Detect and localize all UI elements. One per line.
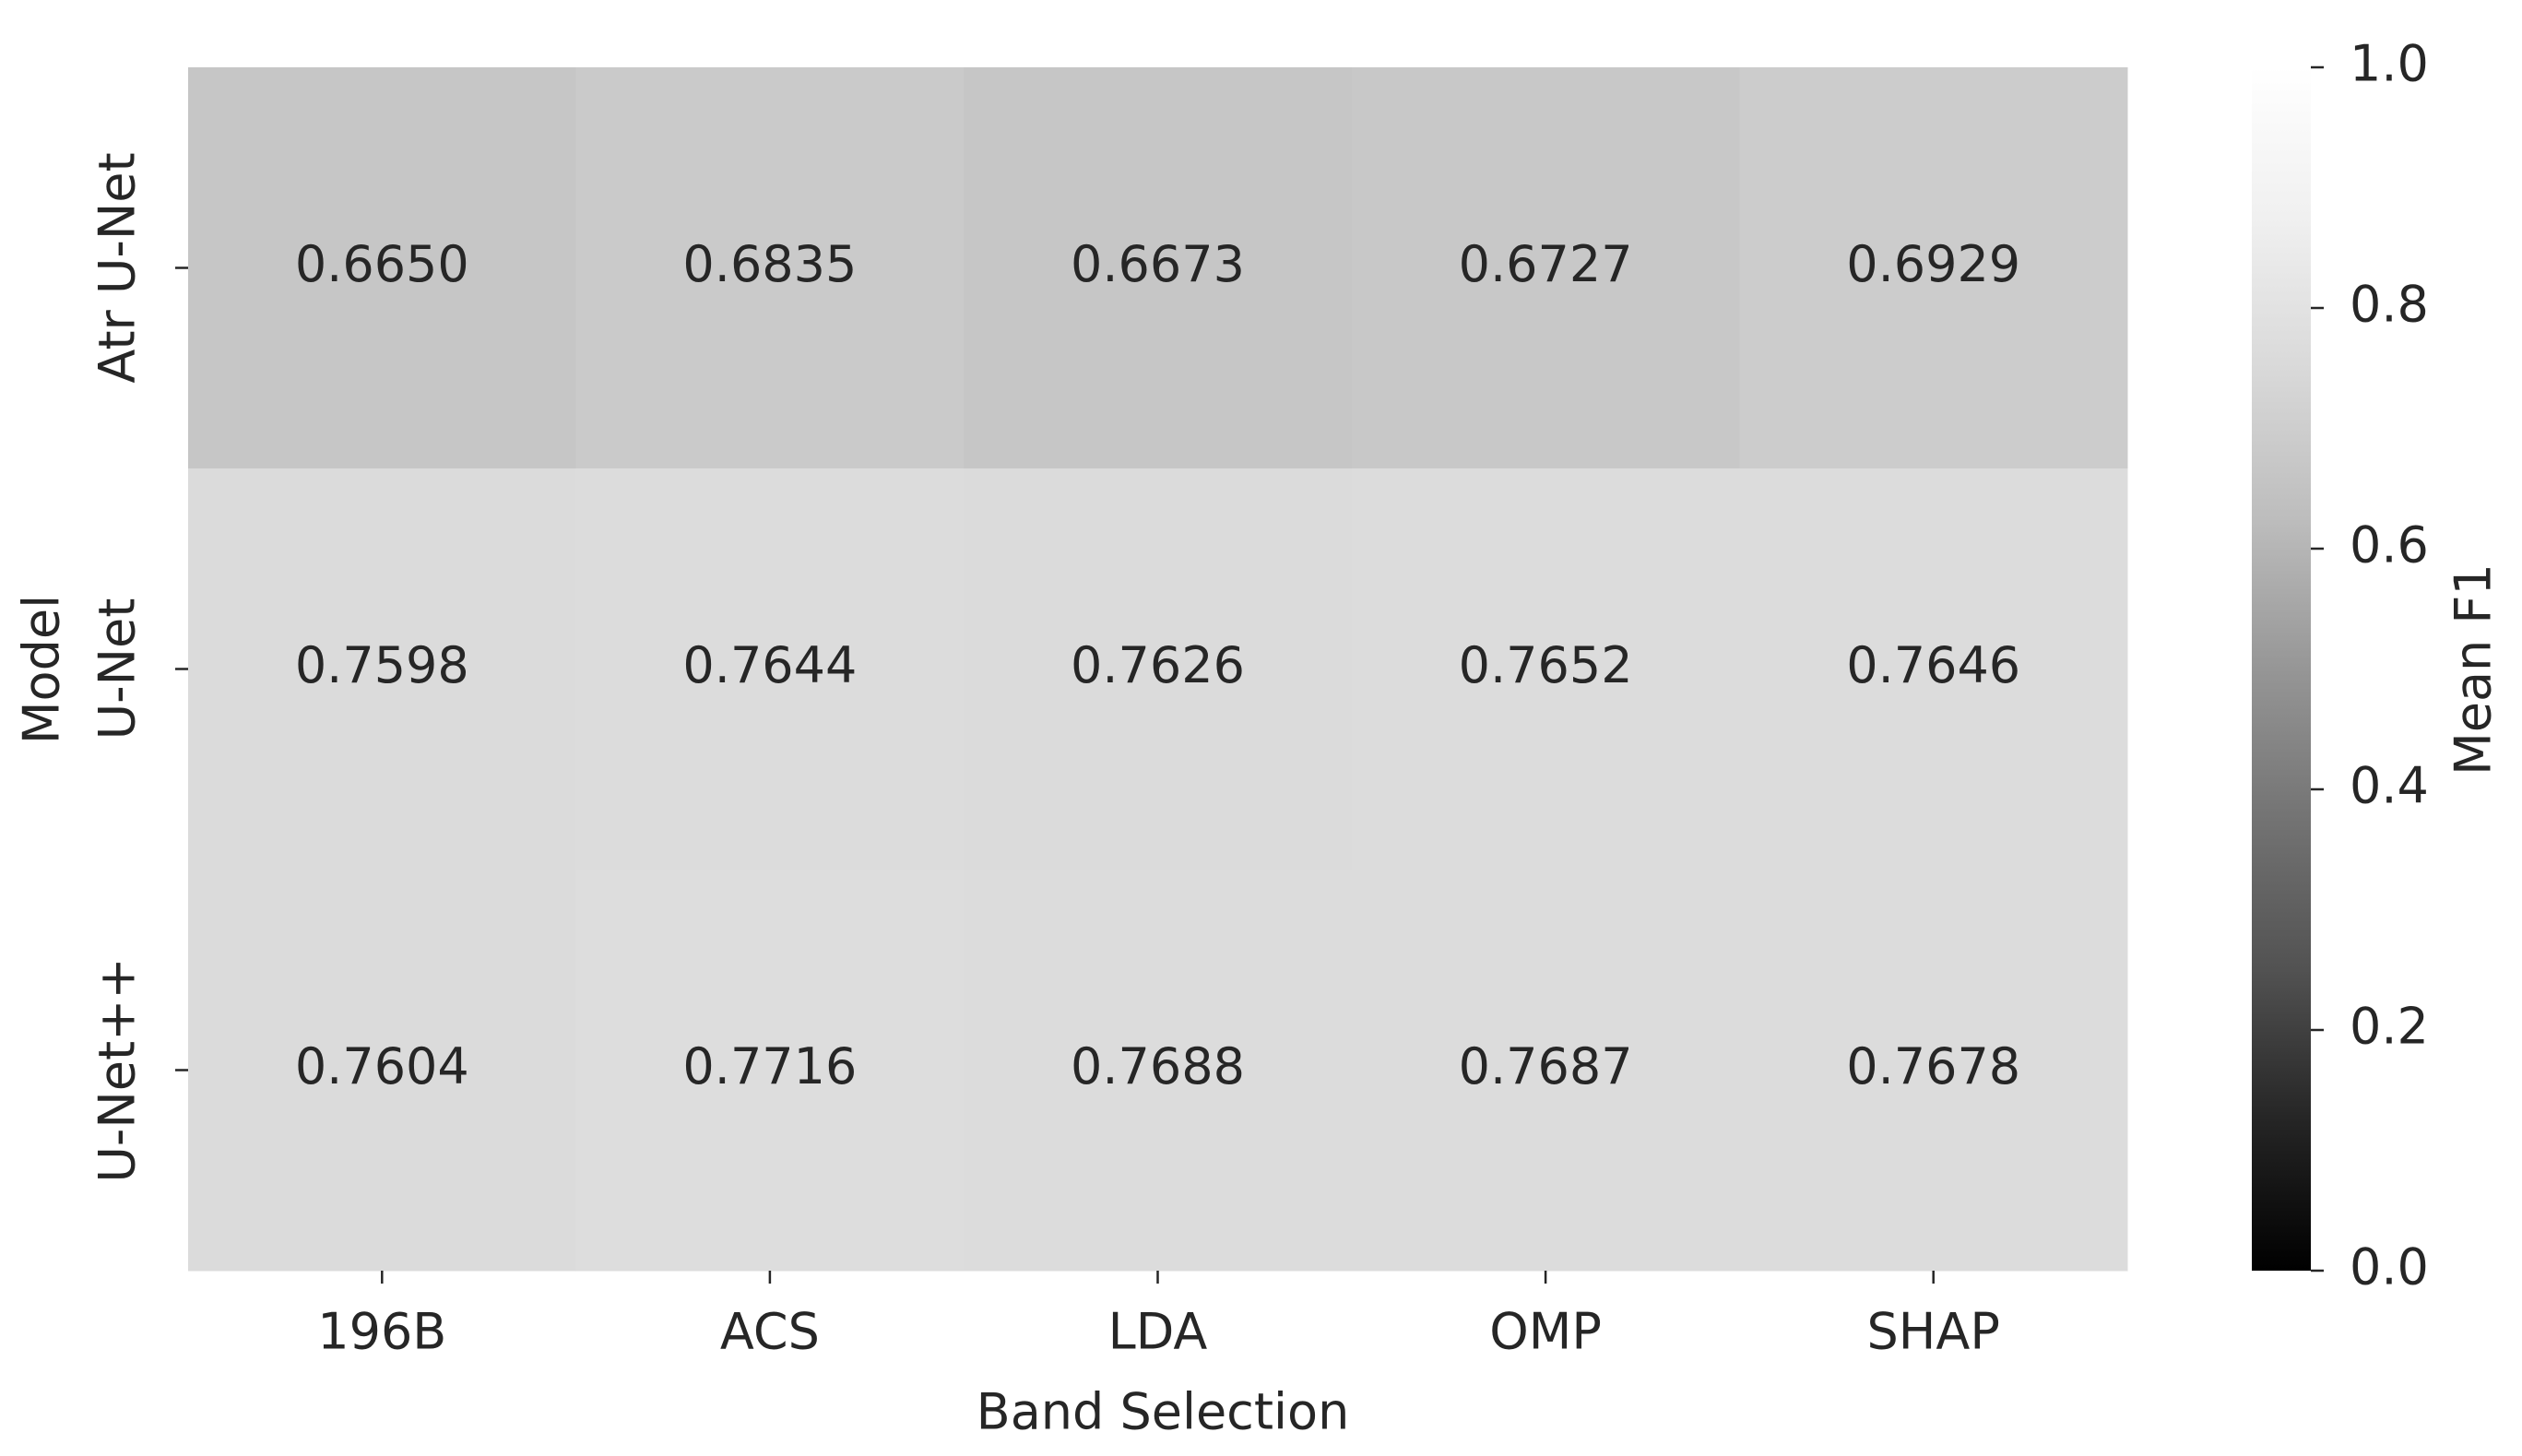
cell-label: 0.6650 (295, 235, 469, 293)
heatmap-cell (575, 870, 965, 1272)
cell-label: 0.6727 (1459, 235, 1633, 293)
colorbar-label: Mean F1 (2445, 563, 2503, 775)
cell-label: 0.7687 (1459, 1037, 1633, 1095)
cell-label: 0.6835 (682, 235, 857, 293)
cell-label: 0.6673 (1071, 235, 1245, 293)
x-tick-label: SHAP (1867, 1303, 2000, 1361)
cell-label: 0.7688 (1071, 1037, 1245, 1095)
heatmap-cell (964, 67, 1353, 469)
y-tick-label: Atr U-Net (89, 152, 147, 383)
x-tick-label: OMP (1489, 1303, 1602, 1361)
x-tick-label: LDA (1108, 1303, 1208, 1361)
x-tick-label: ACS (720, 1303, 820, 1361)
cell-label: 0.7598 (295, 636, 469, 694)
cell-label: 0.7646 (1846, 636, 2020, 694)
x-axis-label: Band Selection (977, 1383, 1350, 1441)
cell-label: 0.7678 (1846, 1037, 2020, 1095)
heatmap-cell (188, 870, 577, 1272)
cell-label: 0.7652 (1459, 636, 1633, 694)
cell-label: 0.7644 (682, 636, 857, 694)
y-tick-label: U-Net++ (89, 957, 147, 1182)
cell-label: 0.6929 (1846, 235, 2020, 293)
cell-label: 0.7626 (1071, 636, 1245, 694)
colorbar-tick-label: 1.0 (2350, 35, 2429, 93)
colorbar-tick-label: 0.0 (2350, 1238, 2429, 1296)
heatmap-cell (964, 870, 1353, 1272)
colorbar (2252, 67, 2311, 1271)
cell-label: 0.7716 (682, 1037, 857, 1095)
heatmap-cell (1351, 67, 1740, 469)
heatmap-cell (1739, 468, 2128, 870)
heatmap-cell (188, 468, 577, 870)
heatmap-cell (188, 67, 577, 469)
colorbar-tick-label: 0.2 (2350, 998, 2429, 1056)
heatmap-cell (1351, 468, 1740, 870)
colorbar-tick-label: 0.8 (2350, 276, 2429, 334)
heatmap-cell (575, 67, 965, 469)
heatmap-cell (1739, 870, 2128, 1272)
heatmap-cell (575, 468, 965, 870)
colorbar-tick-label: 0.6 (2350, 516, 2429, 574)
heatmap-cell (964, 468, 1353, 870)
x-tick-label: 196B (317, 1303, 446, 1361)
heatmap-cell (1351, 870, 1740, 1272)
heatmap-cell (1739, 67, 2128, 469)
y-axis-label: Model (13, 595, 71, 744)
heatmap-cells (188, 67, 2128, 1272)
colorbar-tick-label: 0.4 (2350, 757, 2429, 815)
cell-label: 0.7604 (295, 1037, 469, 1095)
y-tick-label: U-Net (89, 598, 147, 740)
